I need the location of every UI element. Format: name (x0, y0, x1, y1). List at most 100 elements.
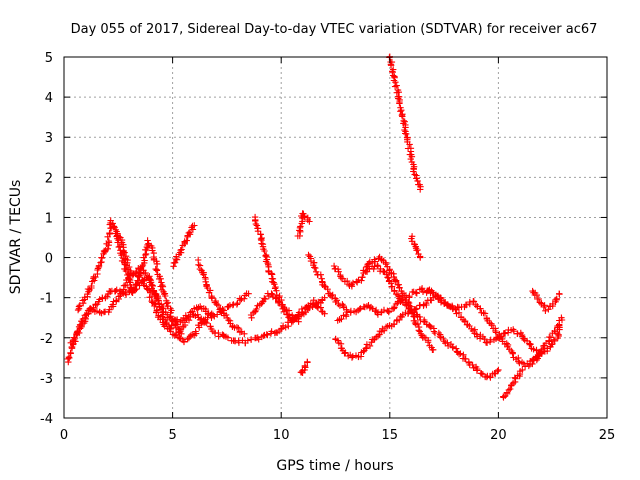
y-tick-label: 4 (45, 91, 53, 106)
data-point (158, 279, 165, 286)
data-point (380, 306, 388, 314)
data-point (217, 305, 224, 312)
data-point (391, 83, 399, 90)
data-point (348, 354, 356, 361)
data-point (198, 315, 205, 322)
y-tick-label: 2 (45, 171, 53, 186)
data-point (113, 286, 120, 293)
data-point (417, 254, 424, 261)
data-point (74, 306, 82, 314)
data-point (507, 385, 514, 393)
y-tick-label: -3 (40, 372, 53, 387)
data-point (289, 315, 296, 323)
data-point (213, 300, 220, 308)
data-point (304, 358, 311, 365)
data-point (481, 335, 488, 343)
data-point (122, 291, 130, 298)
data-point (263, 331, 270, 338)
data-point (488, 322, 495, 329)
data-point (116, 243, 123, 250)
data-point (253, 222, 261, 229)
data-point (477, 305, 484, 312)
data-point (75, 303, 83, 310)
data-point (71, 335, 79, 342)
data-point (338, 274, 345, 282)
data-point (162, 292, 169, 300)
data-point (385, 308, 392, 315)
data-point (412, 289, 420, 296)
data-point (76, 329, 83, 337)
data-point (180, 338, 188, 345)
data-point (155, 312, 162, 319)
data-point (276, 299, 283, 306)
data-point (181, 319, 189, 326)
data-point (214, 311, 221, 318)
data-point (281, 305, 288, 313)
data-point (268, 290, 275, 297)
data-point (469, 361, 476, 369)
data-point (109, 220, 116, 227)
data-point (554, 330, 561, 337)
data-point (374, 262, 381, 269)
data-point (342, 311, 350, 318)
data-point (233, 324, 241, 331)
data-point (84, 309, 92, 317)
data-point (82, 315, 89, 323)
data-point (369, 259, 376, 267)
data-point (385, 274, 392, 282)
series-track-13 (330, 262, 502, 381)
data-point (78, 323, 85, 330)
data-point (252, 220, 260, 228)
data-point (202, 278, 209, 285)
data-point (159, 313, 166, 320)
x-tick-label: 0 (60, 428, 68, 443)
data-point (383, 271, 390, 278)
data-point (357, 305, 364, 312)
data-point (285, 314, 292, 321)
data-point (177, 247, 184, 254)
data-point (403, 130, 410, 138)
data-point (241, 330, 248, 337)
series-track-17 (386, 53, 424, 193)
series-track-18 (408, 233, 424, 261)
data-point (321, 283, 328, 290)
data-point (333, 297, 340, 304)
data-point (473, 367, 481, 374)
data-point (501, 330, 509, 337)
data-point (68, 344, 75, 351)
data-point (275, 298, 282, 305)
data-point (349, 279, 357, 287)
data-point (380, 327, 388, 334)
data-point (208, 310, 215, 317)
data-point (406, 141, 413, 148)
data-point (156, 303, 163, 310)
data-point (191, 222, 198, 229)
data-point (125, 275, 132, 282)
data-point (278, 302, 285, 310)
data-point (551, 337, 558, 345)
data-point (269, 275, 277, 282)
data-point (556, 290, 563, 297)
data-point (136, 269, 143, 276)
y-tick-label: -4 (40, 412, 53, 427)
data-point (372, 306, 380, 314)
y-tick-label: 1 (45, 211, 53, 226)
data-point (358, 277, 365, 284)
data-point (395, 95, 402, 102)
data-point (262, 252, 269, 260)
data-point (410, 168, 417, 175)
data-point (204, 314, 211, 321)
y-tick-label: 0 (45, 252, 53, 267)
data-point (426, 323, 434, 330)
data-point (262, 295, 269, 303)
data-point (122, 267, 130, 275)
data-point (299, 309, 306, 316)
data-point (540, 303, 547, 311)
data-point (202, 319, 209, 326)
data-point (463, 301, 470, 309)
data-point (465, 358, 473, 366)
data-point (427, 324, 435, 331)
data-point (94, 301, 101, 308)
data-point (300, 213, 308, 221)
data-point (411, 313, 418, 321)
